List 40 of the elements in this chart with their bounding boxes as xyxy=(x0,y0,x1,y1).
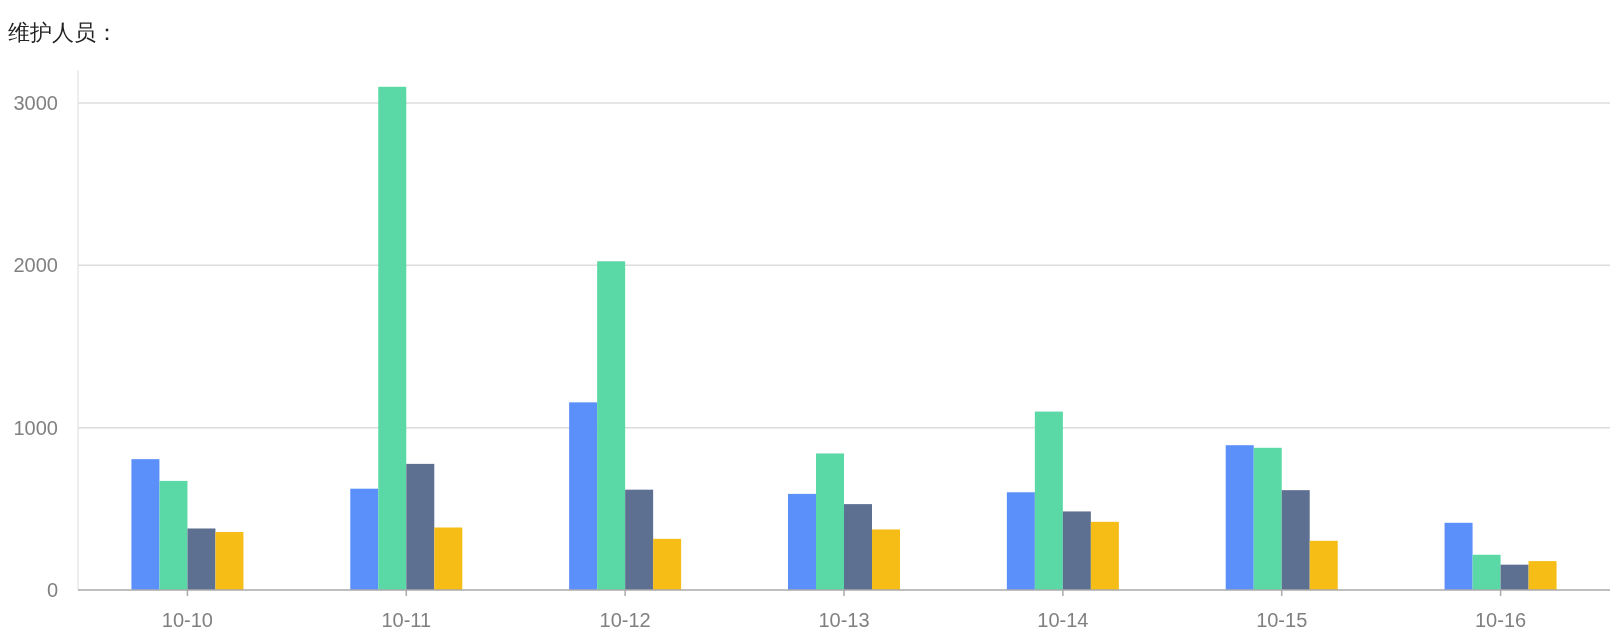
bar xyxy=(597,261,626,590)
bar xyxy=(406,463,435,590)
bar xyxy=(788,493,816,590)
bar xyxy=(1062,511,1091,590)
bar xyxy=(131,459,160,590)
x-tick-label: 10-13 xyxy=(818,609,870,631)
bar xyxy=(844,504,872,590)
bar xyxy=(159,480,188,590)
bar xyxy=(625,489,654,590)
bar xyxy=(1034,411,1063,590)
bar xyxy=(1500,564,1529,590)
bar xyxy=(816,453,844,590)
x-tick-label: 10-16 xyxy=(1474,609,1527,631)
y-tick-label: 1000 xyxy=(13,416,58,439)
bar xyxy=(872,529,900,590)
bar xyxy=(1281,490,1310,590)
bar xyxy=(1528,561,1557,590)
x-tick-label: 10-11 xyxy=(381,609,432,631)
x-tick-label: 10-15 xyxy=(1256,609,1308,631)
bar xyxy=(1472,554,1501,590)
bar xyxy=(1253,447,1282,590)
x-tick-label: 10-12 xyxy=(599,609,651,631)
bar xyxy=(1006,492,1035,590)
x-tick-label: 10-10 xyxy=(161,609,214,631)
bar xyxy=(215,532,244,590)
bar xyxy=(1090,521,1119,590)
y-tick-label: 3000 xyxy=(13,92,58,114)
bar xyxy=(1225,445,1254,590)
bar xyxy=(378,86,407,590)
bar xyxy=(434,527,463,590)
bar xyxy=(1444,522,1473,590)
bar xyxy=(350,488,379,590)
bar xyxy=(653,538,682,590)
y-tick-label: 2000 xyxy=(13,254,58,277)
chart-title: 维护人员： xyxy=(8,20,118,45)
y-tick-label: 0 xyxy=(46,579,58,601)
bar xyxy=(1309,540,1338,590)
bar xyxy=(187,528,216,590)
x-tick-label: 10-14 xyxy=(1037,609,1089,631)
bar xyxy=(569,402,598,590)
